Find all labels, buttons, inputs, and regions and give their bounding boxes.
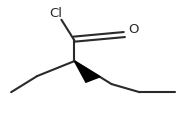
Polygon shape: [74, 62, 100, 83]
Text: Cl: Cl: [49, 7, 62, 20]
Text: O: O: [129, 23, 139, 36]
